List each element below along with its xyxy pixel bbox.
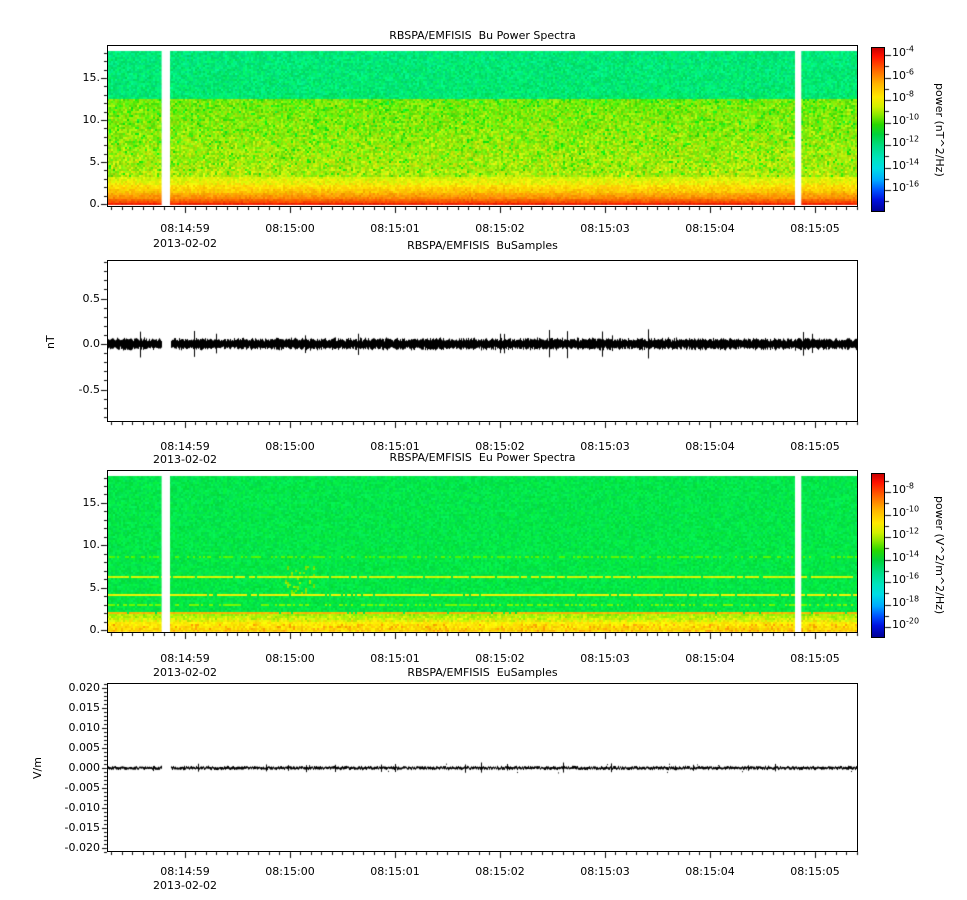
colorbar-tick-label: 10-10 <box>892 111 920 127</box>
y-tick-label: 5. <box>89 155 101 168</box>
x-axis-date-label: 2013-02-02 <box>153 879 217 892</box>
x-axis-date-label: 2013-02-02 <box>153 237 217 250</box>
x-tick-label: 08:15:01 <box>370 440 420 453</box>
x-tick-label: 08:15:00 <box>265 652 315 665</box>
x-tick-label: 08:14:59 <box>160 652 210 665</box>
x-tick-label: 08:15:01 <box>370 652 420 665</box>
y-tick-label: 0.015 <box>68 701 101 714</box>
bu-colorbar-unit-label: power (nT^2/Hz) <box>933 82 946 177</box>
x-tick-label: 08:15:02 <box>475 440 525 453</box>
colorbar-tick-label: 10-4 <box>892 44 914 59</box>
x-tick-label: 08:14:59 <box>160 440 210 453</box>
y-tick-label: -0.005 <box>64 781 100 794</box>
panel-title-bu-samples: RBSPA/EMFISIS BuSamples <box>407 239 558 252</box>
colorbar-tick-label: 10-20 <box>892 616 920 631</box>
y-tick-label: 10. <box>82 538 101 552</box>
bu-spectrogram-canvas[interactable] <box>107 45 858 207</box>
x-tick-label: 08:15:02 <box>475 865 525 878</box>
y-tick-label: 0.000 <box>68 761 101 774</box>
x-tick-label: 08:15:00 <box>265 865 315 878</box>
colorbar-tick-label: 10-16 <box>892 179 920 194</box>
x-axis-date-label: 2013-02-02 <box>153 453 217 466</box>
x-tick-label: 08:15:02 <box>475 222 525 235</box>
x-tick-label: 08:15:04 <box>685 652 735 665</box>
y-tick-label: 10. <box>82 113 101 126</box>
colorbar-tick-label: 10-14 <box>892 156 920 172</box>
bu-samples-canvas[interactable] <box>107 260 858 422</box>
x-tick-label: 08:15:00 <box>265 222 315 235</box>
x-tick-label: 08:15:04 <box>685 222 735 235</box>
x-tick-label: 08:15:02 <box>475 652 525 665</box>
eu-samples-y-axis-label: V/m <box>31 757 44 779</box>
panel-title-eu-samples: RBSPA/EMFISIS EuSamples <box>407 666 558 679</box>
colorbar-tick-label: 10-12 <box>892 134 920 149</box>
y-tick-label: 0.005 <box>68 741 101 754</box>
y-tick-label: 0. <box>89 623 101 636</box>
eu-samples-canvas[interactable] <box>107 683 858 852</box>
bu-colorbar <box>871 47 885 212</box>
eu-colorbar <box>871 473 885 638</box>
x-tick-label: 08:15:05 <box>790 222 840 235</box>
colorbar-tick-label: 10-10 <box>892 503 920 519</box>
y-tick-label: 15. <box>82 71 101 84</box>
x-tick-label: 08:15:04 <box>685 440 735 453</box>
y-tick-label: 5. <box>89 580 101 594</box>
eu-spectrogram-canvas[interactable] <box>107 470 858 633</box>
x-tick-label: 08:15:04 <box>685 865 735 878</box>
y-tick-label: -0.010 <box>64 801 100 814</box>
eu-colorbar-unit-label: power (V^2/m^2/Hz) <box>933 496 946 615</box>
x-tick-label: 08:15:01 <box>370 222 420 235</box>
bu-samples-y-axis-label: nT <box>44 335 57 349</box>
colorbar-tick-label: 10-14 <box>892 548 920 564</box>
y-tick-label: 0.020 <box>68 681 101 694</box>
x-tick-label: 08:15:00 <box>265 440 315 453</box>
y-tick-label: 0.5 <box>82 291 101 305</box>
colorbar-tick-label: 10-6 <box>892 66 914 82</box>
x-axis-date-label: 2013-02-02 <box>153 666 217 679</box>
colorbar-tick-label: 10-18 <box>892 593 920 609</box>
y-tick-label: 0.0 <box>82 337 101 350</box>
y-tick-label: 15. <box>82 495 101 509</box>
colorbar-tick-label: 10-8 <box>892 481 914 496</box>
x-tick-label: 08:15:05 <box>790 440 840 453</box>
x-tick-label: 08:15:01 <box>370 865 420 878</box>
y-tick-label: 0.010 <box>68 721 101 734</box>
x-tick-label: 08:15:03 <box>580 440 630 453</box>
x-tick-label: 08:15:05 <box>790 865 840 878</box>
x-tick-label: 08:15:05 <box>790 652 840 665</box>
x-tick-label: 08:15:03 <box>580 865 630 878</box>
x-tick-label: 08:15:03 <box>580 222 630 235</box>
y-tick-label: 0. <box>89 197 101 210</box>
x-tick-label: 08:14:59 <box>160 865 210 878</box>
colorbar-tick-label: 10-12 <box>892 526 920 541</box>
y-tick-label: -0.020 <box>64 841 100 854</box>
panel-title-bu-power-spectra: RBSPA/EMFISIS Bu Power Spectra <box>389 29 576 42</box>
panel-title-eu-power-spectra: RBSPA/EMFISIS Eu Power Spectra <box>389 451 576 464</box>
x-tick-label: 08:14:59 <box>160 222 210 235</box>
y-tick-label: -0.5 <box>78 382 100 396</box>
x-tick-label: 08:15:03 <box>580 652 630 665</box>
y-tick-label: -0.015 <box>64 821 100 834</box>
colorbar-tick-label: 10-8 <box>892 89 914 104</box>
colorbar-tick-label: 10-16 <box>892 571 920 586</box>
